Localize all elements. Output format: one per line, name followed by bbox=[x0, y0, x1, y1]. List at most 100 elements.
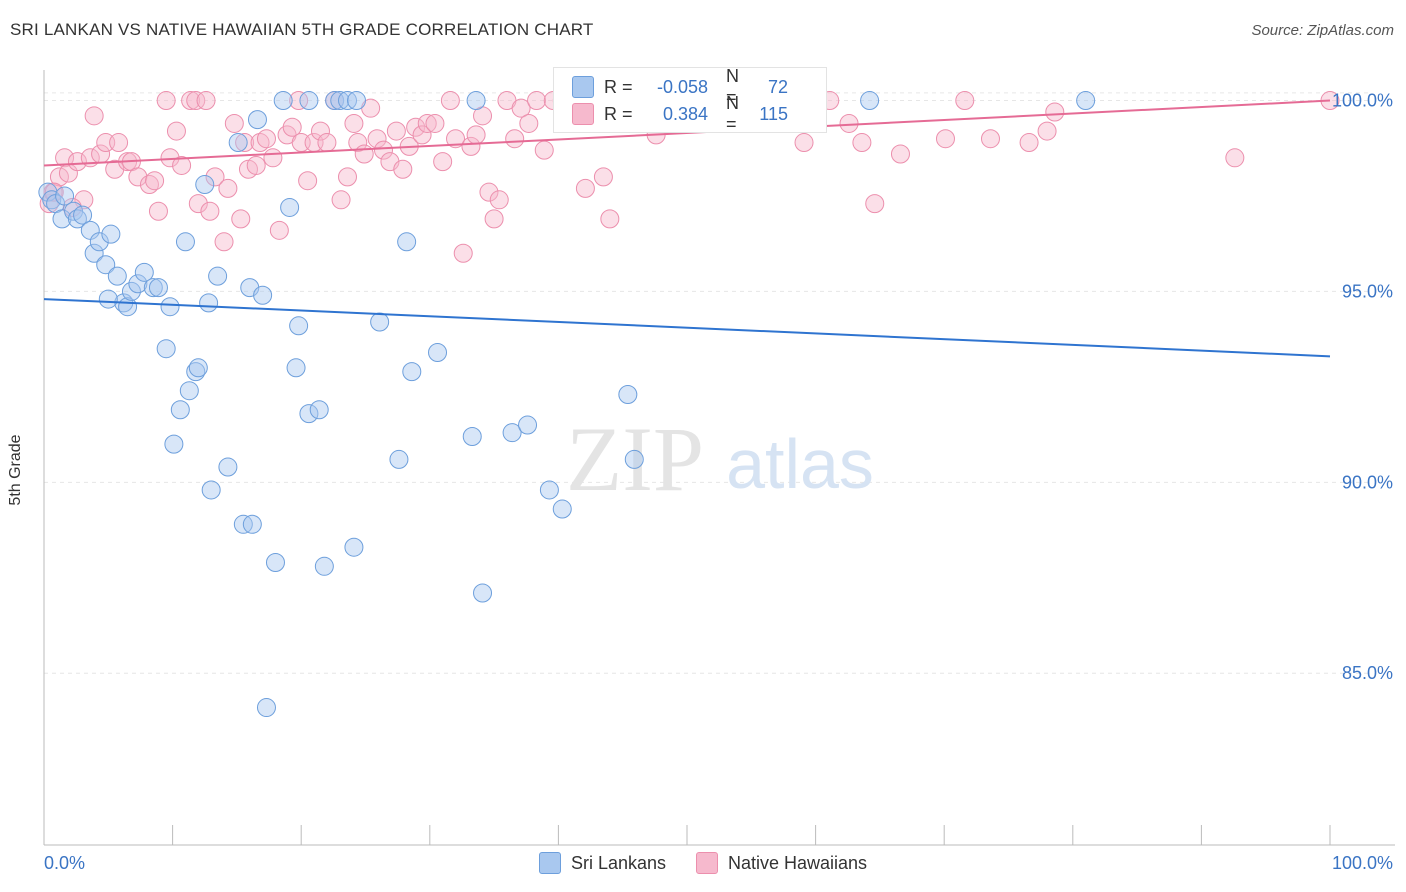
data-point-native-hawaiians bbox=[505, 129, 525, 149]
data-point-sri-lankans bbox=[134, 262, 154, 282]
y-tick-label: 100.0% bbox=[1332, 91, 1393, 111]
data-point-native-hawaiians bbox=[145, 171, 165, 191]
data-point-native-hawaiians bbox=[1045, 102, 1065, 122]
legend-n-value: 115 bbox=[759, 103, 788, 124]
legend-swatch-pink bbox=[572, 103, 594, 125]
data-point-native-hawaiians bbox=[156, 91, 176, 111]
data-point-sri-lankans bbox=[148, 278, 168, 298]
legend-swatch-blue bbox=[572, 76, 594, 98]
series-legend: Sri Lankans Native Hawaiians bbox=[0, 852, 1406, 874]
data-point-native-hawaiians bbox=[575, 178, 595, 198]
data-point-native-hawaiians bbox=[348, 133, 368, 153]
chart-title: SRI LANKAN VS NATIVE HAWAIIAN 5TH GRADE … bbox=[10, 20, 594, 39]
data-point-sri-lankans bbox=[1076, 91, 1096, 111]
data-point-native-hawaiians bbox=[593, 167, 613, 187]
data-point-native-hawaiians bbox=[890, 144, 910, 164]
data-point-sri-lankans bbox=[539, 480, 559, 500]
data-point-native-hawaiians bbox=[139, 175, 159, 195]
data-point-native-hawaiians bbox=[218, 178, 238, 198]
legend-r-label: R = bbox=[604, 103, 633, 124]
data-point-native-hawaiians bbox=[188, 194, 208, 214]
data-point-native-hawaiians bbox=[446, 129, 466, 149]
data-point-native-hawaiians bbox=[109, 133, 129, 153]
data-point-sri-lankans bbox=[370, 312, 390, 332]
data-point-native-hawaiians bbox=[393, 159, 413, 179]
data-point-native-hawaiians bbox=[282, 117, 302, 137]
data-point-native-hawaiians bbox=[331, 190, 351, 210]
source-label: Source: ZipAtlas.com bbox=[1251, 22, 1394, 39]
data-point-sri-lankans bbox=[242, 514, 262, 534]
data-point-sri-lankans bbox=[52, 209, 72, 229]
data-point-native-hawaiians bbox=[67, 152, 87, 172]
watermark: ZIP atlas bbox=[566, 408, 874, 510]
data-point-native-hawaiians bbox=[527, 91, 547, 111]
data-point-native-hawaiians bbox=[417, 113, 437, 133]
data-point-sri-lankans bbox=[286, 358, 306, 378]
legend-item-sri-lankans: Sri Lankans bbox=[538, 852, 666, 874]
data-point-native-hawaiians bbox=[461, 136, 481, 156]
data-point-sri-lankans bbox=[107, 266, 127, 286]
data-point-sri-lankans bbox=[309, 400, 329, 420]
data-point-native-hawaiians bbox=[269, 220, 289, 240]
data-point-sri-lankans bbox=[175, 232, 195, 252]
data-point-sri-lankans bbox=[96, 255, 116, 275]
x-tick-label: 100.0% bbox=[1332, 853, 1393, 873]
data-point-native-hawaiians bbox=[1225, 148, 1245, 168]
data-point-native-hawaiians bbox=[374, 140, 394, 160]
data-point-native-hawaiians bbox=[440, 91, 460, 111]
data-point-native-hawaiians bbox=[289, 91, 309, 111]
data-point-sri-lankans bbox=[344, 537, 364, 557]
data-point-sri-lankans bbox=[402, 362, 422, 382]
data-point-sri-lankans bbox=[253, 285, 273, 305]
data-point-sri-lankans bbox=[314, 556, 334, 576]
data-point-native-hawaiians bbox=[980, 129, 1000, 149]
data-point-native-hawaiians bbox=[386, 121, 406, 141]
data-point-native-hawaiians bbox=[256, 129, 276, 149]
data-point-sri-lankans bbox=[89, 232, 109, 252]
data-point-native-hawaiians bbox=[354, 144, 374, 164]
data-point-sri-lankans bbox=[128, 274, 148, 294]
legend-n-label: N = bbox=[726, 66, 739, 107]
legend-r-value: -0.058 bbox=[656, 76, 708, 97]
data-point-native-hawaiians bbox=[534, 140, 554, 160]
data-point-native-hawaiians bbox=[1037, 121, 1057, 141]
data-point-sri-lankans bbox=[265, 552, 285, 572]
y-tick-label: 85.0% bbox=[1342, 663, 1393, 683]
data-point-sri-lankans bbox=[518, 415, 538, 435]
correlation-legend: R = -0.058 N = 72 R = 0.384 N = 115 bbox=[553, 66, 827, 134]
data-point-sri-lankans bbox=[289, 316, 309, 336]
data-point-native-hawaiians bbox=[84, 106, 104, 126]
data-point-native-hawaiians bbox=[1019, 133, 1039, 153]
data-point-native-hawaiians bbox=[453, 243, 473, 263]
data-point-native-hawaiians bbox=[425, 113, 445, 133]
data-point-native-hawaiians bbox=[246, 155, 266, 175]
data-point-native-hawaiians bbox=[186, 91, 206, 111]
data-point-sri-lankans bbox=[330, 91, 350, 111]
data-point-native-hawaiians bbox=[235, 133, 255, 153]
data-point-sri-lankans bbox=[121, 281, 141, 301]
legend-row-native-hawaiians: R = 0.384 N = 115 bbox=[572, 93, 788, 134]
data-point-sri-lankans bbox=[67, 209, 87, 229]
data-point-native-hawaiians bbox=[55, 148, 75, 168]
data-point-native-hawaiians bbox=[231, 209, 251, 229]
data-point-sri-lankans bbox=[188, 358, 208, 378]
legend-n-value: 72 bbox=[767, 76, 788, 97]
legend-item-native-hawaiians: Native Hawaiians bbox=[696, 852, 867, 874]
axes bbox=[43, 70, 1395, 846]
data-point-native-hawaiians bbox=[298, 171, 318, 191]
data-point-sri-lankans bbox=[618, 385, 638, 405]
data-point-sri-lankans bbox=[201, 480, 221, 500]
data-point-sri-lankans bbox=[552, 499, 572, 519]
legend-swatch-blue bbox=[538, 852, 561, 874]
data-point-sri-lankans bbox=[42, 190, 62, 210]
data-point-native-hawaiians bbox=[337, 167, 357, 187]
data-point-sri-lankans bbox=[346, 91, 366, 111]
data-point-sri-lankans bbox=[228, 133, 248, 153]
data-point-native-hawaiians bbox=[935, 129, 955, 149]
data-point-sri-lankans bbox=[73, 205, 93, 225]
data-point-native-hawaiians bbox=[489, 190, 509, 210]
data-point-sri-lankans bbox=[208, 266, 228, 286]
x-tick-label: 0.0% bbox=[44, 853, 85, 873]
data-point-native-hawaiians bbox=[600, 209, 620, 229]
